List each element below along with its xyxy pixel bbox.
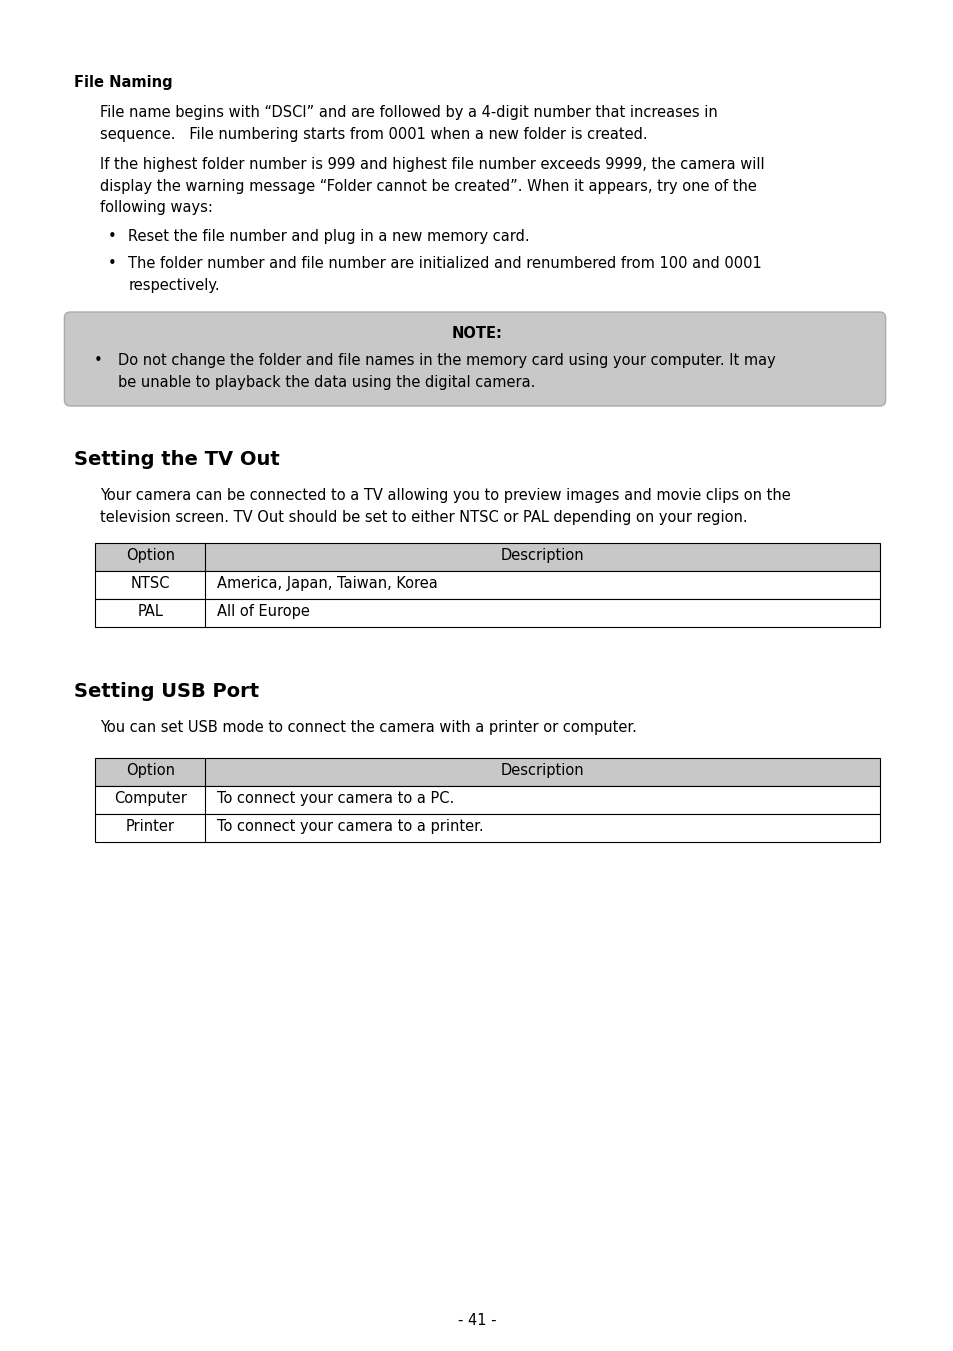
Text: Option: Option [126, 549, 174, 563]
Text: Description: Description [500, 763, 583, 778]
Text: You can set USB mode to connect the camera with a printer or computer.: You can set USB mode to connect the came… [100, 720, 637, 735]
Text: Computer: Computer [113, 790, 187, 807]
Text: Do not change the folder and file names in the memory card using your computer. : Do not change the folder and file names … [118, 353, 775, 389]
Text: •: • [108, 230, 117, 245]
Text: NTSC: NTSC [131, 576, 170, 590]
Text: PAL: PAL [137, 604, 163, 619]
Text: America, Japan, Taiwan, Korea: America, Japan, Taiwan, Korea [217, 576, 437, 590]
Bar [95, 571, 879, 598]
Text: Setting USB Port: Setting USB Port [74, 682, 259, 701]
Text: All of Europe: All of Europe [217, 604, 310, 619]
Bar [95, 758, 879, 786]
Text: File name begins with “DSCI” and are followed by a 4-digit number that increases: File name begins with “DSCI” and are fol… [100, 105, 718, 142]
Text: To connect your camera to a printer.: To connect your camera to a printer. [217, 819, 483, 834]
Bar [95, 786, 879, 815]
Bar [95, 815, 879, 842]
FancyBboxPatch shape [65, 312, 884, 407]
Text: •: • [108, 255, 117, 272]
Text: Option: Option [126, 763, 174, 778]
Text: Description: Description [500, 549, 583, 563]
Text: Printer: Printer [126, 819, 174, 834]
Text: If the highest folder number is 999 and highest file number exceeds 9999, the ca: If the highest folder number is 999 and … [100, 157, 764, 215]
Text: •: • [94, 353, 103, 367]
Text: NOTE:: NOTE: [451, 326, 502, 340]
Text: The folder number and file number are initialized and renumbered from 100 and 00: The folder number and file number are in… [128, 255, 761, 293]
Bar [95, 543, 879, 571]
Text: Reset the file number and plug in a new memory card.: Reset the file number and plug in a new … [128, 230, 529, 245]
Text: To connect your camera to a PC.: To connect your camera to a PC. [217, 790, 454, 807]
Text: Your camera can be connected to a TV allowing you to preview images and movie cl: Your camera can be connected to a TV all… [100, 488, 790, 524]
Text: Setting the TV Out: Setting the TV Out [74, 450, 280, 469]
Text: File Naming: File Naming [74, 76, 172, 91]
Text: - 41 -: - 41 - [457, 1313, 496, 1328]
Bar [95, 598, 879, 627]
